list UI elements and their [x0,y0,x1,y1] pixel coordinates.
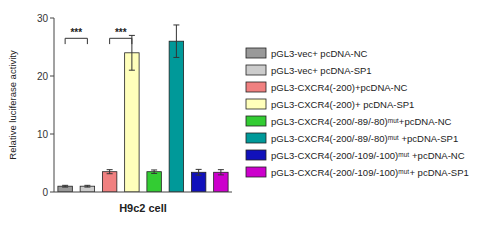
bar [125,53,139,192]
y-tick-label: 0 [42,187,48,198]
bar [102,172,116,192]
legend-label: pGL3-CXCR4(-200/-109/-100)ᵐᵘᵗ +pcDNA-NC [271,150,465,161]
bar [147,172,161,192]
significance-bracket [65,38,87,44]
y-axis [54,18,55,192]
annotation: *** [70,27,82,38]
error-bar [173,25,179,57]
chart: 0 10 20 30 *** *** Relative luciferase activit… [0,0,500,225]
x-axis-label: H9c2 cell [119,202,167,214]
error-bar [151,170,157,173]
legend-label: pGL3-CXCR4(-200)+ pcDNA-SP1 [271,99,414,110]
error-bar [107,170,113,174]
y-axis-label: Relative luciferase activity [7,50,18,160]
significance-bracket [110,38,132,44]
legend-label: pGL3-vec+ pcDNA-NC [271,48,367,59]
error-bar [218,170,224,175]
legend-swatch [246,65,266,75]
legend-swatch [246,82,266,92]
bars [58,25,228,192]
legend-swatch [246,133,266,143]
bar [80,186,94,192]
y-tick-label: 10 [37,129,49,140]
legend-label: pGL3-vec+ pcDNA-SP1 [271,65,372,76]
background [0,0,500,225]
y-tick [50,192,54,193]
legend-swatch [246,167,266,177]
legend-swatch [246,150,266,160]
y-tick [50,134,54,135]
legend-swatch [246,99,266,109]
bar [58,186,72,192]
y-tick [50,76,54,77]
legend-label: pGL3-CXCR4(-200)+pcDNA-NC [271,82,408,93]
legend: pGL3-vec+ pcDNA-NC pGL3-vec+ pcDNA-SP1 pGL… [246,48,469,178]
annotation: *** [115,27,127,38]
y-tick-label: 20 [37,71,49,82]
legend-swatch [246,116,266,126]
x-axis [54,192,232,193]
bar [169,41,183,192]
error-bar [62,185,68,187]
y-tick [50,18,54,19]
y-tick-label: 30 [37,13,49,24]
legend-label: pGL3-CXCR4(-200/-109/-100)ᵐᵘᵗ+ pcDNA-SP1 [271,167,469,178]
legend-swatch [246,48,266,58]
legend-label: pGL3-CXCR4(-200/-89/-80)ᵐᵘᵗ +pcDNA-SP1 [271,133,458,144]
legend-label: pGL3-CXCR4(-200/-89/-80)ᵐᵘᵗ+pcDNA-NC [271,116,452,127]
error-bar [84,185,90,187]
error-bar [196,169,202,175]
